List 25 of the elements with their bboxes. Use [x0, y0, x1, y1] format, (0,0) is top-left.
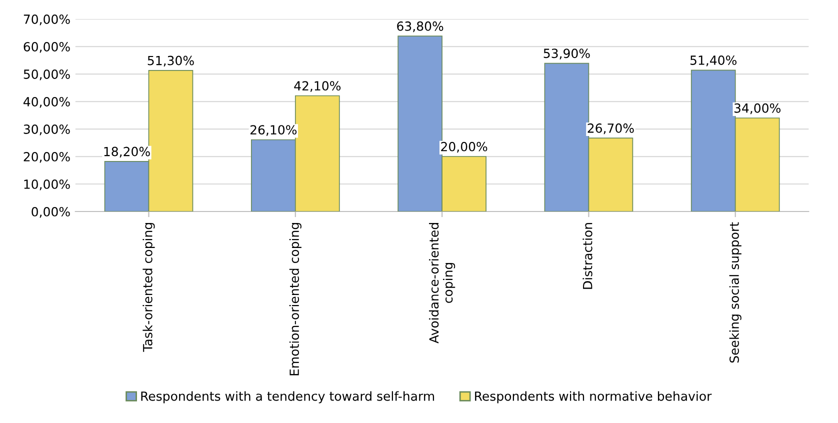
data-label: 34,00%	[734, 103, 780, 114]
y-tick-label: 0,00%	[32, 206, 70, 218]
x-tick-label: Task-oriented coping	[142, 223, 155, 352]
data-label: 42,10%	[294, 81, 341, 92]
x-tick-label: Seeking social support	[729, 222, 742, 363]
data-label: 26,10%	[250, 125, 297, 136]
y-tick-label: 10,00%	[24, 179, 70, 190]
x-tick-label: Avoidance-oriented coping	[429, 223, 456, 344]
y-tick-label: 20,00%	[24, 152, 70, 163]
legend-label: Respondents with a tendency toward self-harm	[141, 391, 434, 404]
data-label: 53,90%	[544, 48, 590, 60]
y-tick-label: 60,00%	[24, 42, 70, 53]
data-label: 26,70%	[588, 123, 634, 134]
x-tick-label: Emotion-oriented coping	[289, 223, 302, 376]
data-label: 18,20%	[104, 146, 150, 158]
y-tick-label: 40,00%	[24, 96, 70, 108]
legend-label: Respondents with normative behavior	[475, 391, 712, 404]
data-label: 20,00%	[441, 142, 488, 153]
y-tick-label: 50,00%	[24, 69, 70, 80]
y-tick-label: 70,00%	[24, 14, 70, 26]
data-label: 51,30%	[148, 56, 194, 67]
data-label: 63,80%	[397, 21, 444, 32]
data-label: 51,40%	[690, 56, 736, 66]
x-tick-label: Distraction	[582, 222, 592, 289]
y-tick-label: 30,00%	[24, 124, 70, 136]
